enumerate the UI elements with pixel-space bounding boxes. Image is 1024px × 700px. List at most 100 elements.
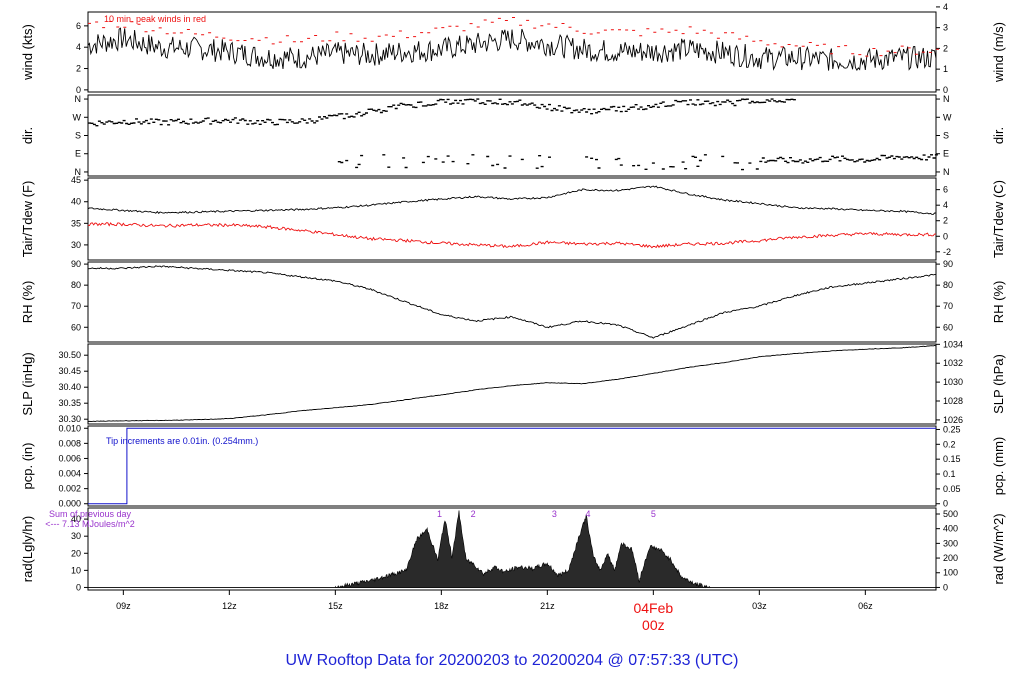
- ytick-right-label-rad: 400: [943, 524, 958, 534]
- ytick-right-label-rh: 80: [943, 280, 953, 290]
- ytick-right-label-pcp: 0.15: [943, 454, 961, 464]
- ytick-label-rh: 80: [71, 280, 81, 290]
- xtick-label: 15z: [328, 601, 343, 611]
- ytick-right-label-pcp: 0.1: [943, 469, 956, 479]
- ytick-right-label-temp: 4: [943, 200, 948, 210]
- ytick-label-pcp: 0.006: [58, 453, 81, 463]
- panel-frames: [87, 11, 937, 591]
- ytick-label-temp: 35: [71, 218, 81, 228]
- ytick-label-slp: 30.45: [58, 366, 81, 376]
- xtick-label: 06z: [858, 601, 873, 611]
- series-wind-peak: [88, 17, 939, 57]
- ytick-label-temp: 40: [71, 197, 81, 207]
- panel-frame-rad: [87, 507, 937, 591]
- ytick-label-slp: 30.50: [58, 350, 81, 360]
- ytick-label-dir: N: [75, 167, 82, 177]
- ytick-label-pcp: 0.002: [58, 484, 81, 494]
- ytick-label-rad: 20: [71, 548, 81, 558]
- ylabel-pcp: pcp. (in): [20, 443, 35, 490]
- ylabel-dir: dir.: [20, 127, 35, 144]
- ytick-right-label-pcp: 0: [943, 499, 948, 509]
- xtick-label: 12z: [222, 601, 237, 611]
- ylabel-slp: SLP (inHg): [20, 352, 35, 415]
- ytick-right-label-dir: S: [943, 131, 949, 141]
- ytick-right-label-slp: 1028: [943, 396, 963, 406]
- ytick-right-label-temp: 6: [943, 185, 948, 195]
- ylabel-rad: rad(Lgly/hr): [20, 516, 35, 582]
- ytick-label-slp: 30.35: [58, 398, 81, 408]
- ytick-right-label-pcp: 0.05: [943, 484, 961, 494]
- series-rh: [87, 265, 937, 339]
- ytick-label-wind: 2: [76, 64, 81, 74]
- series-dewpoint: [87, 222, 937, 249]
- ytick-label-rad: 40: [71, 514, 81, 524]
- ylabel-right-rad: rad (W/m^2): [991, 513, 1006, 584]
- ylabel-right-wind: wind (m/s): [991, 22, 1006, 83]
- ytick-right-label-slp: 1032: [943, 358, 963, 368]
- ylabel-temp: Tair/Tdew (F): [20, 181, 35, 258]
- series-air-temp: [87, 185, 936, 215]
- ytick-label-wind: 6: [76, 21, 81, 31]
- rad-peak-label: 4: [585, 509, 590, 519]
- ylabel-right-dir: dir.: [991, 127, 1006, 144]
- xtick-label: 03z: [752, 601, 767, 611]
- ytick-label-pcp: 0.008: [58, 438, 81, 448]
- ytick-right-label-dir: N: [943, 94, 950, 104]
- ytick-label-rh: 70: [71, 301, 81, 311]
- series-wind-mean: [87, 27, 937, 71]
- chart-title: UW Rooftop Data for 20200203 to 20200204…: [286, 652, 739, 669]
- ytick-label-temp: 30: [71, 240, 81, 250]
- ytick-right-label-rad: 500: [943, 509, 958, 519]
- ytick-right-label-wind: 4: [943, 2, 948, 12]
- ytick-label-dir: N: [75, 94, 82, 104]
- ytick-right-label-temp: -2: [943, 247, 951, 257]
- rad-sum-label: Sum of previous day: [49, 509, 132, 519]
- ytick-right-label-rad: 200: [943, 553, 958, 563]
- panel-frame-dir: [87, 94, 937, 177]
- rad-peak-label: 1: [437, 509, 442, 519]
- ytick-right-label-rad: 300: [943, 538, 958, 548]
- ytick-right-label-dir: W: [943, 112, 952, 122]
- pcp-annotation: Tip increments are 0.01in. (0.254mm.): [106, 436, 258, 446]
- ytick-right-label-temp: 2: [943, 216, 948, 226]
- ytick-label-dir: S: [75, 131, 81, 141]
- ytick-label-slp: 30.30: [58, 414, 81, 424]
- xtick-day-date: 04Feb: [633, 600, 673, 616]
- xtick-label: 21z: [540, 601, 555, 611]
- panel-frame-wind: [87, 11, 937, 93]
- ytick-right-label-rad: 100: [943, 568, 958, 578]
- xtick-label: 09z: [116, 601, 131, 611]
- xtick-label: 18z: [434, 601, 449, 611]
- ytick-label-rh: 60: [71, 322, 81, 332]
- ytick-right-label-pcp: 0.25: [943, 424, 961, 434]
- ytick-right-label-wind: 2: [943, 43, 948, 53]
- ytick-right-label-slp: 1026: [943, 415, 963, 425]
- ytick-label-rad: 30: [71, 531, 81, 541]
- ytick-label-temp: 45: [71, 175, 81, 185]
- rad-sum-value: <--- 7.13 MJoules/m^2: [45, 519, 135, 529]
- ylabel-wind: wind (kts): [20, 24, 35, 81]
- series-dir-points: [88, 98, 938, 171]
- ytick-right-label-wind: 0: [943, 85, 948, 95]
- ytick-right-label-dir: E: [943, 149, 949, 159]
- panel-frame-temp: [87, 177, 937, 261]
- rad-peak-label: 5: [651, 509, 656, 519]
- ytick-label-wind: 0: [76, 85, 81, 95]
- ylabel-right-pcp: pcp. (mm): [991, 437, 1006, 496]
- ylabel-rh: RH (%): [20, 281, 35, 324]
- wind-annotation: 10 min. peak winds in red: [104, 14, 206, 24]
- ytick-label-dir: E: [75, 149, 81, 159]
- ytick-right-label-slp: 1030: [943, 377, 963, 387]
- rad-peak-label: 3: [552, 509, 557, 519]
- ytick-label-pcp: 0.000: [58, 499, 81, 509]
- ylabel-right-rh: RH (%): [991, 281, 1006, 324]
- ytick-label-rh: 90: [71, 259, 81, 269]
- xtick-day-time: 00z: [642, 617, 665, 633]
- ytick-right-label-rad: 0: [943, 582, 948, 592]
- series-slp: [87, 345, 937, 422]
- series-precip: [88, 427, 936, 505]
- ylabel-right-temp: Tair/Tdew (C): [991, 180, 1006, 258]
- ytick-label-rad: 10: [71, 565, 81, 575]
